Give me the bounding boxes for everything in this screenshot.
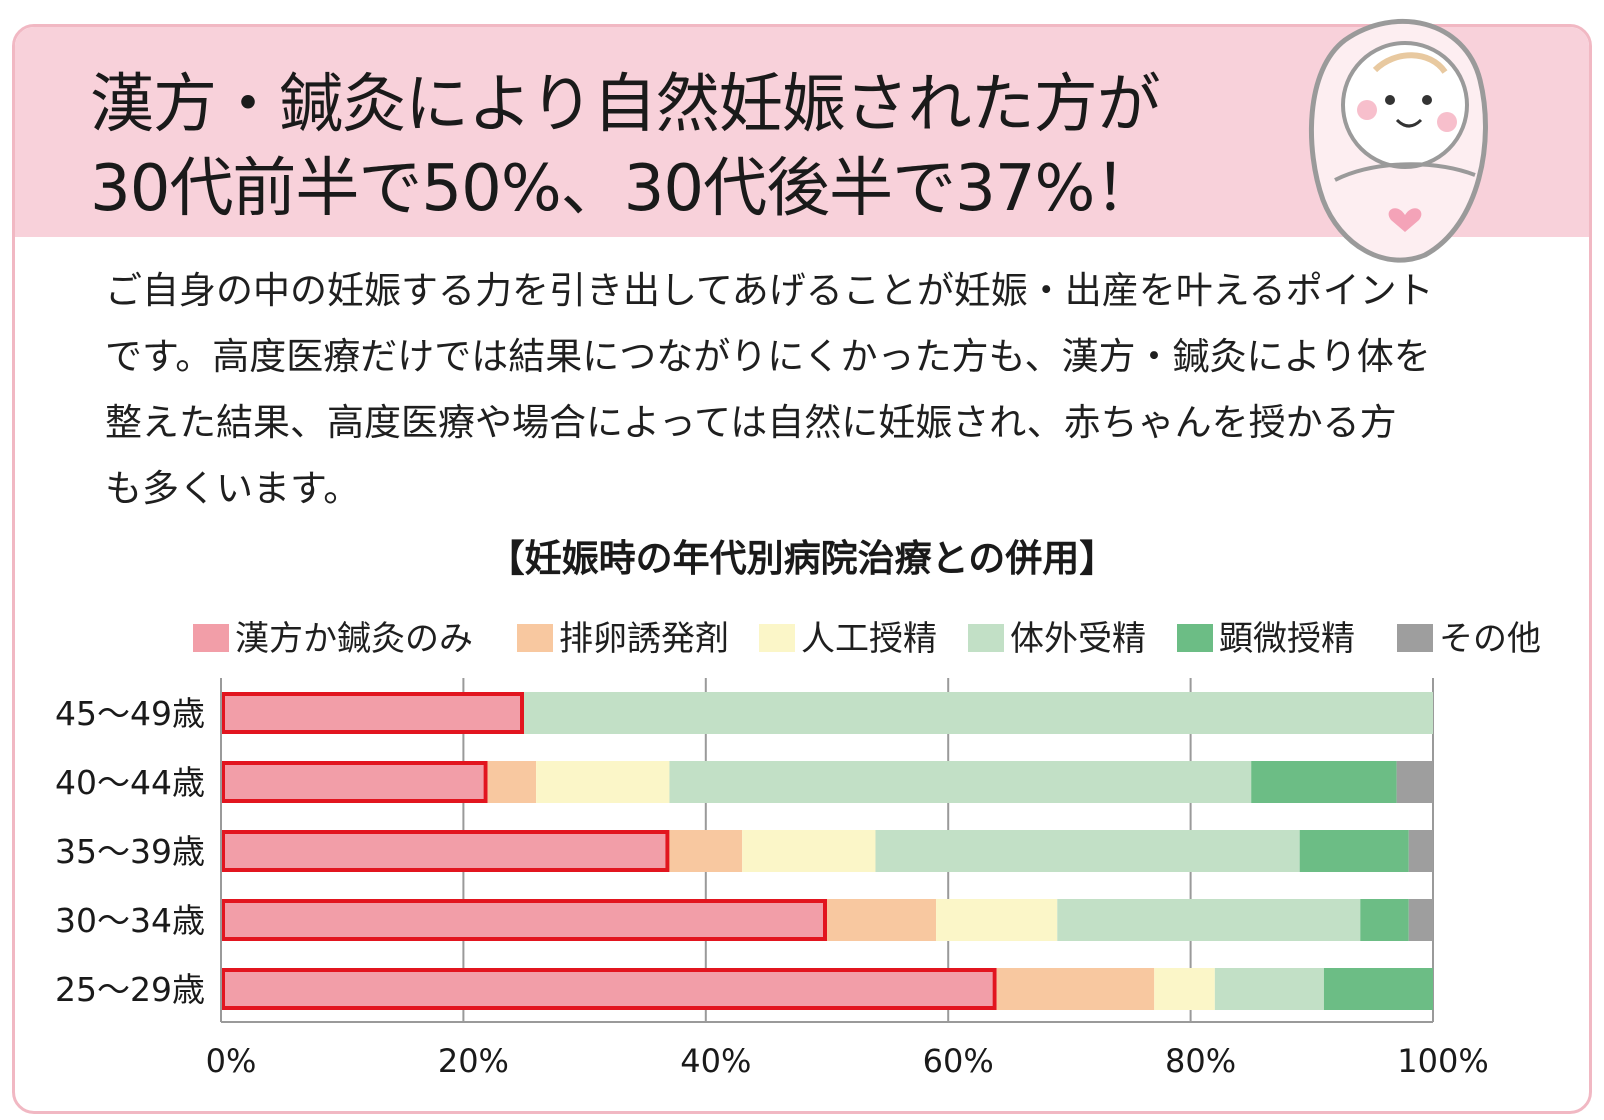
- bar-segment: [1323, 968, 1433, 1010]
- legend-swatch: [193, 624, 229, 652]
- body-line: です。高度医療だけでは結果につながりにくかった方も、漢方・鍼灸により体を: [105, 335, 1431, 378]
- bar-segment: [1251, 761, 1397, 803]
- x-tick-label: 20%: [438, 1042, 509, 1080]
- bar-segment: [1360, 899, 1409, 941]
- bar-segment: [936, 899, 1058, 941]
- legend-swatch: [759, 624, 795, 652]
- category-label: 35〜39歳: [55, 832, 205, 871]
- legend-label: 人工授精: [801, 619, 937, 659]
- x-tick-label: 100%: [1397, 1042, 1488, 1080]
- x-tick-label: 80%: [1165, 1042, 1236, 1080]
- legend-swatch: [517, 624, 553, 652]
- category-label: 45〜49歳: [55, 694, 205, 733]
- page-title: 漢方・鍼灸により自然妊娠された方が 30代前半で50%、30代後半で37%！: [90, 63, 1161, 231]
- bar-segment: [827, 899, 937, 941]
- body-line: ご自身の中の妊娠する力を引き出してあげることが妊娠・出産を叶えるポイント: [105, 269, 1434, 312]
- category-label: 30〜34歳: [55, 901, 205, 940]
- category-label: 25〜29歳: [55, 970, 205, 1009]
- chart-bars: 45〜49歳 40〜44歳 35〜39歳 30〜34歳 25〜29歳: [55, 692, 1433, 1010]
- baby-wrapped-in-blanket-icon: [1309, 18, 1488, 263]
- legend-label: その他: [1439, 619, 1541, 659]
- legend-label: 体外受精: [1010, 619, 1146, 659]
- chart-legend: 漢方か鍼灸のみ 排卵誘発剤 人工授精 体外受精 顕微授精 その他: [193, 619, 1541, 659]
- legend-label: 漢方か鍼灸のみ: [235, 619, 473, 659]
- title-line-2: 30代前半で50%、30代後半で37%！: [90, 152, 1158, 226]
- bar-segment: [996, 968, 1155, 1010]
- legend-swatch: [1397, 624, 1433, 652]
- bar-segment: [221, 692, 524, 734]
- category-label: 40〜44歳: [55, 763, 205, 802]
- x-tick-label: 60%: [923, 1042, 994, 1080]
- chart-axis: 0% 20% 40% 60% 80% 100%: [206, 678, 1489, 1080]
- bar-segment: [669, 761, 1252, 803]
- legend-label: 顕微授精: [1219, 619, 1355, 659]
- x-tick-label: 40%: [680, 1042, 751, 1080]
- chart-title: 【妊娠時の年代別病院治療との併用】: [487, 537, 1117, 580]
- bar-segment: [1408, 899, 1433, 941]
- bar-segment: [669, 830, 743, 872]
- title-line-1: 漢方・鍼灸により自然妊娠された方が: [90, 68, 1161, 142]
- body-line: 整えた結果、高度医療や場合によっては自然に妊娠され、赤ちゃんを授かる方: [105, 401, 1397, 444]
- bar-segment: [742, 830, 876, 872]
- x-tick-label: 0%: [206, 1042, 257, 1080]
- bar-segment: [1396, 761, 1433, 803]
- bar-segment: [221, 899, 827, 941]
- bar-segment: [221, 761, 488, 803]
- body-line: も多くいます。: [105, 467, 361, 510]
- bar-segment: [524, 692, 1433, 734]
- bar-segment: [221, 830, 670, 872]
- bar-segment: [1408, 830, 1433, 872]
- bar-segment: [1299, 830, 1409, 872]
- bar-segment: [875, 830, 1300, 872]
- bar-segment: [1154, 968, 1215, 1010]
- bar-segment: [536, 761, 670, 803]
- legend-swatch: [1177, 624, 1213, 652]
- body-paragraph: ご自身の中の妊娠する力を引き出してあげることが妊娠・出産を叶えるポイント です。…: [105, 258, 1465, 522]
- bar-segment: [1214, 968, 1324, 1010]
- bar-segment: [487, 761, 537, 803]
- bar-segment: [221, 968, 997, 1010]
- legend-swatch: [968, 624, 1004, 652]
- bar-segment: [1057, 899, 1361, 941]
- legend-label: 排卵誘発剤: [559, 619, 729, 659]
